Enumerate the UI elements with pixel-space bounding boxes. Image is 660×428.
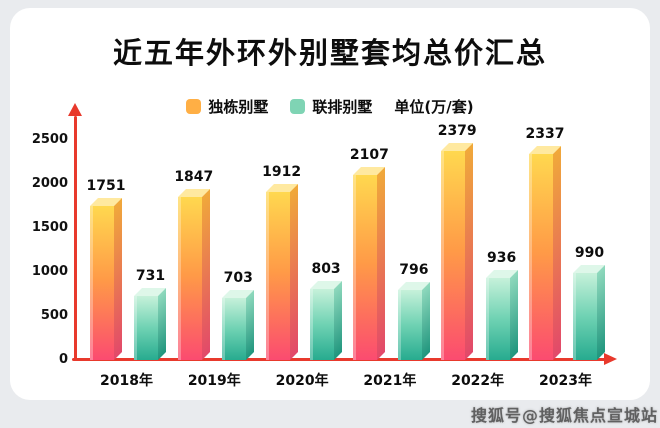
bar-front-face (485, 278, 510, 360)
bar-column-townhouse: 936 (485, 250, 518, 360)
legend-swatch-detached-icon (186, 99, 202, 114)
bar-column-townhouse: 731 (134, 268, 167, 360)
bar-3d (573, 265, 606, 360)
bar-front-face (90, 206, 114, 360)
bar-side-face (289, 184, 298, 360)
legend-unit: 单位(万/套) (394, 96, 473, 117)
y-tick-label: 500 (40, 308, 68, 323)
x-axis-labels: 2018年 2019年 2020年 2021年 2022年 2023年 (90, 370, 602, 390)
legend-label-townhouse: 联排别墅 (312, 98, 373, 116)
bar-side-face (377, 167, 386, 360)
x-axis-label: 2022年 (451, 373, 505, 389)
bar-3d (265, 184, 298, 360)
legend-item-detached: 独栋别墅 (186, 96, 268, 117)
x-axis (72, 358, 606, 361)
bar-front-face (397, 290, 422, 360)
bar-side-face (421, 282, 430, 360)
bar-3d (177, 189, 210, 360)
y-tick-label: 1000 (31, 264, 68, 279)
bar-front-face (134, 296, 159, 360)
chart-card: 近五年外环外别墅套均总价汇总 独栋别墅 联排别墅 单位(万/套) 0 500 100… (10, 8, 650, 400)
bar-side-face (597, 265, 606, 360)
bar-front-face (222, 298, 247, 360)
bar-side-face (334, 281, 343, 360)
value-label: 796 (399, 262, 429, 278)
x-axis-label: 2018年 (100, 373, 153, 389)
x-axis-arrow-icon (604, 353, 617, 365)
value-label: 2379 (437, 123, 477, 139)
value-label: 2107 (349, 147, 389, 163)
value-label: 1751 (86, 178, 126, 194)
bar-3d (90, 198, 122, 360)
bar-3d (528, 146, 561, 360)
value-label: 936 (487, 250, 517, 266)
unit-label: 单位(万/套) (394, 98, 474, 116)
y-tick-label: 1500 (31, 220, 68, 235)
legend-item-townhouse: 联排别墅 (290, 96, 372, 117)
bar-side-face (552, 146, 561, 360)
value-label: 703 (223, 270, 253, 286)
bar-column-townhouse: 990 (573, 245, 606, 360)
bar-column-townhouse: 703 (222, 270, 255, 360)
bar-column-detached: 2107 (350, 147, 389, 360)
bar-front-face (310, 289, 335, 360)
bar-column-detached: 2337 (525, 126, 565, 360)
bar-3d (441, 143, 474, 360)
bar-group: 2337 990 (525, 126, 606, 360)
x-axis-label: 2019年 (187, 373, 241, 389)
bar-front-face (528, 154, 553, 360)
bar-front-face (573, 273, 598, 360)
bar-group: 1847 703 (174, 169, 255, 360)
bar-column-detached: 1912 (262, 164, 301, 360)
bar-side-face (114, 198, 122, 360)
value-label: 803 (311, 261, 341, 277)
bar-front-face (265, 192, 290, 360)
bar-front-face (353, 175, 378, 360)
value-label: 2337 (525, 126, 565, 142)
bar-side-face (465, 143, 474, 360)
bar-group: 1751 731 (86, 178, 167, 360)
bar-3d (222, 290, 255, 360)
bar-group: 2379 936 (438, 123, 518, 360)
watermark: 搜狐号@搜狐焦点宣城站 (470, 406, 658, 425)
bar-group: 2107 796 (350, 147, 430, 360)
bar-groups: 1751 731 1847 703 1912 803 2107 796 2379 936 2337 9… (86, 123, 606, 360)
bar-group: 1912 803 (262, 164, 343, 360)
bar-3d (485, 270, 518, 360)
bar-side-face (246, 290, 255, 360)
bar-side-face (201, 189, 210, 360)
bar-3d (353, 167, 386, 360)
chart-legend: 独栋别墅 联排别墅 单位(万/套) (10, 96, 650, 117)
y-tick-label: 0 (58, 352, 68, 367)
bar-column-detached: 1751 (86, 178, 126, 360)
bar-column-detached: 2379 (438, 123, 477, 360)
x-axis-label: 2023年 (539, 373, 592, 389)
bar-side-face (158, 288, 167, 360)
legend-swatch-townhouse-icon (290, 99, 306, 114)
value-label: 731 (135, 268, 166, 284)
x-axis-label: 2021年 (363, 373, 417, 389)
bar-3d (310, 281, 343, 360)
bar-3d (134, 288, 167, 360)
bar-column-detached: 1847 (174, 169, 213, 360)
bar-column-townhouse: 796 (397, 262, 430, 360)
bar-front-face (177, 197, 202, 360)
y-axis-arrow-icon (68, 103, 82, 116)
chart-title: 近五年外环外别墅套均总价汇总 (112, 36, 547, 70)
bar-side-face (509, 270, 518, 360)
value-label: 1847 (174, 169, 214, 185)
x-axis-label: 2020年 (275, 373, 329, 389)
y-tick-label: 2500 (31, 132, 68, 147)
legend-label-detached: 独栋别墅 (208, 98, 269, 116)
bar-front-face (441, 151, 466, 360)
value-label: 990 (574, 245, 605, 261)
bar-column-townhouse: 803 (310, 261, 343, 360)
y-axis (74, 116, 77, 360)
value-label: 1912 (262, 164, 302, 180)
y-tick-label: 2000 (31, 176, 68, 191)
bar-3d (397, 282, 430, 360)
